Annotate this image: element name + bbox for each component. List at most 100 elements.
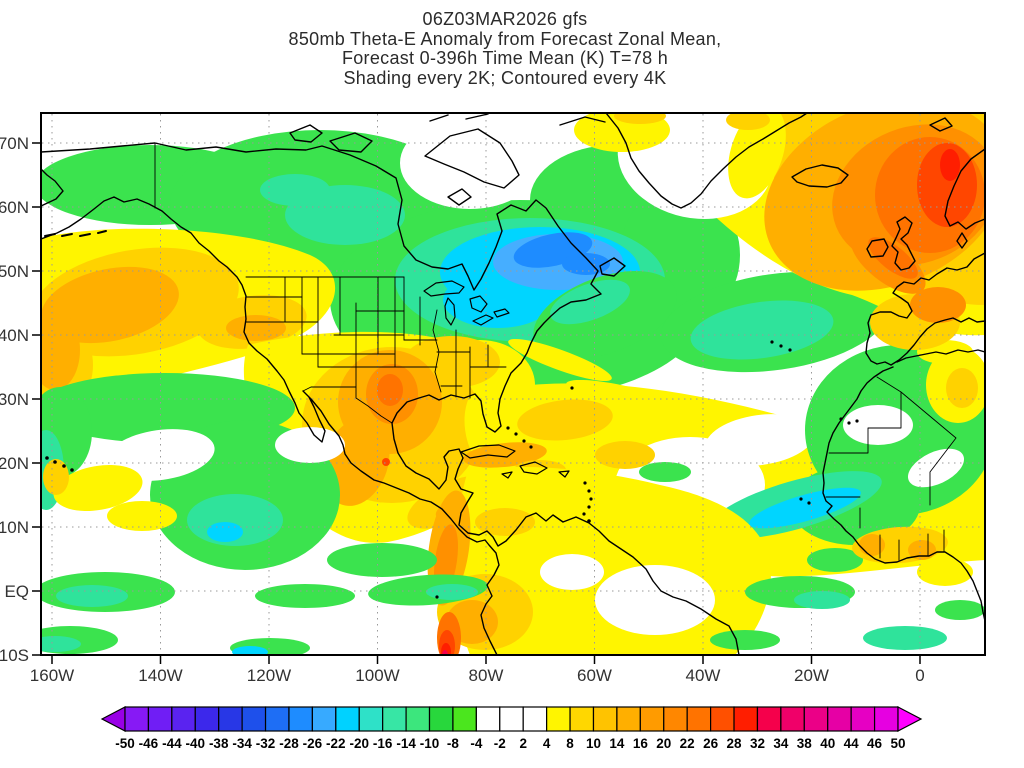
- coastline-alaska-west: [41, 168, 64, 207]
- title-run: 06Z03MAR2026 gfs: [422, 9, 588, 29]
- colorbar-segment: [171, 706, 196, 732]
- map-frame: [40, 112, 986, 656]
- y-tick-label: 40N: [0, 326, 29, 345]
- colorbar-tick-label: 38: [797, 736, 813, 751]
- y-tick-label: 20N: [0, 454, 29, 473]
- colorbar-tick-label: 50: [890, 736, 905, 751]
- colorbar: -50 -46 -44 -40 -38 -34 -32 -28 -26 -22 -20 -16 -14-…: [100, 706, 923, 751]
- x-tick-label: 160W: [30, 666, 74, 685]
- colorbar-tick-label: -38: [209, 736, 229, 751]
- colorbar-tick-label: -20: [349, 736, 369, 751]
- title-shading-note: Shading every 2K; Contoured every 4K: [343, 67, 667, 88]
- aleutian-islands: [44, 230, 107, 237]
- x-tick-label: 20W: [794, 666, 829, 685]
- colorbar-segment: [475, 706, 501, 732]
- y-axis-labels: 70N 60N 50N 40N 30N 20N 10N EQ 10S: [0, 134, 29, 665]
- colorbar-segment: [873, 706, 899, 732]
- x-tick-label: 40W: [686, 666, 721, 685]
- colorbar-segment: [546, 706, 571, 732]
- grid-lines: [42, 114, 984, 654]
- x-tick-label: 100W: [355, 666, 399, 685]
- y-tick-label: EQ: [4, 582, 29, 601]
- coastline-europe: [865, 252, 985, 366]
- small-islands: [45, 340, 859, 599]
- y-tick-label: 30N: [0, 390, 29, 409]
- colorbar-segment: [428, 706, 454, 732]
- colorbar-tick-label: -2: [494, 736, 506, 751]
- colorbar-tick-label: 44: [844, 736, 860, 751]
- colorbar-segment: [358, 706, 384, 732]
- axis-ticks: [32, 142, 921, 664]
- colorbar-tick-label: -46: [139, 736, 159, 751]
- colorbar-tick-label: -34: [232, 736, 252, 751]
- colorbar-segment: [733, 706, 759, 732]
- x-axis-labels: 160W 140W 120W 100W 80W 60W 40W 20W 0: [30, 666, 925, 685]
- coastline-newfoundland: [599, 257, 626, 277]
- y-tick-label: 70N: [0, 134, 29, 153]
- colorbar-tick-label: -4: [470, 736, 482, 751]
- x-tick-label: 0: [915, 666, 924, 685]
- colorbar-tick-label: -26: [303, 736, 323, 751]
- y-tick-label: 50N: [0, 262, 29, 281]
- coastlines-layer: [41, 113, 985, 655]
- colorbar-tick-label: 32: [750, 736, 765, 751]
- colorbar-segment: [288, 706, 313, 732]
- coastline-scandinavia: [929, 117, 985, 249]
- colorbar-tick-label: 22: [680, 736, 695, 751]
- colorbar-tick-label: -22: [326, 736, 346, 751]
- colorbar-tick-label: -50: [115, 736, 135, 751]
- coastline-africa-west: [822, 366, 985, 622]
- colorbar-segment: [499, 706, 524, 732]
- colorbar-segment: [522, 706, 548, 732]
- colorbar-tick-label: -14: [396, 736, 416, 751]
- colorbar-segment: [639, 706, 665, 732]
- coastline-uk: [891, 216, 916, 271]
- colorbar-segment: [405, 706, 431, 732]
- colorbar-segment: [194, 706, 220, 732]
- colorbar-segment: [569, 706, 595, 732]
- y-tick-label: 60N: [0, 198, 29, 217]
- x-tick-label: 80W: [469, 666, 504, 685]
- colorbar-tick-label: -16: [373, 736, 393, 751]
- anomaly-shading-layer: [41, 113, 985, 655]
- title-forecast: Forecast 0-396h Time Mean (K) T=78 h: [341, 48, 669, 68]
- colorbar-tick-label: 34: [773, 736, 789, 751]
- colorbar-segment: [147, 706, 173, 732]
- colorbar-segment: [850, 706, 876, 732]
- arctic-islands: [289, 113, 606, 206]
- colorbar-tick-label: -28: [279, 736, 299, 751]
- x-tick-label: 60W: [577, 666, 612, 685]
- colorbar-segment: [710, 706, 735, 732]
- colorbar-tick-label: -40: [186, 736, 206, 751]
- colorbar-tick-label: 2: [519, 736, 527, 751]
- colorbar-segment: [264, 706, 290, 732]
- colorbar-tick-label: -8: [447, 736, 459, 751]
- colorbar-segment: [452, 706, 477, 732]
- colorbar-segment: [827, 706, 852, 732]
- coastline-north-america-east: [41, 142, 740, 655]
- coastline-ireland: [866, 238, 889, 258]
- coastline-iceland: [791, 164, 849, 188]
- coastline-africa-med: [896, 349, 985, 363]
- colorbar-tick-label: -44: [162, 736, 182, 751]
- colorbar-tick-label: 20: [656, 736, 671, 751]
- colorbar-tick-label: 10: [586, 736, 601, 751]
- colorbar-arrow-left: [100, 706, 126, 732]
- x-tick-label: 120W: [247, 666, 291, 685]
- coastline-pacific: [41, 196, 500, 655]
- colorbar-segment: [616, 706, 641, 732]
- title-variable: 850mb Theta-E Anomaly from Forecast Zona…: [288, 28, 722, 49]
- y-tick-label: 10N: [0, 518, 29, 537]
- colorbar-segment: [382, 706, 407, 732]
- colorbar-tick-label: 4: [543, 736, 551, 751]
- colorbar-segment: [335, 706, 360, 732]
- colorbar-segment: [218, 706, 243, 732]
- colorbar-tick-label: 14: [609, 736, 625, 751]
- colorbar-tick-label: -10: [420, 736, 440, 751]
- colorbar-segment: [663, 706, 688, 732]
- figure-title-block: 06Z03MAR2026 gfs 850mb Theta-E Anomaly f…: [0, 9, 1010, 88]
- colorbar-segment: [803, 706, 829, 732]
- colorbar-tick-label: 16: [633, 736, 649, 751]
